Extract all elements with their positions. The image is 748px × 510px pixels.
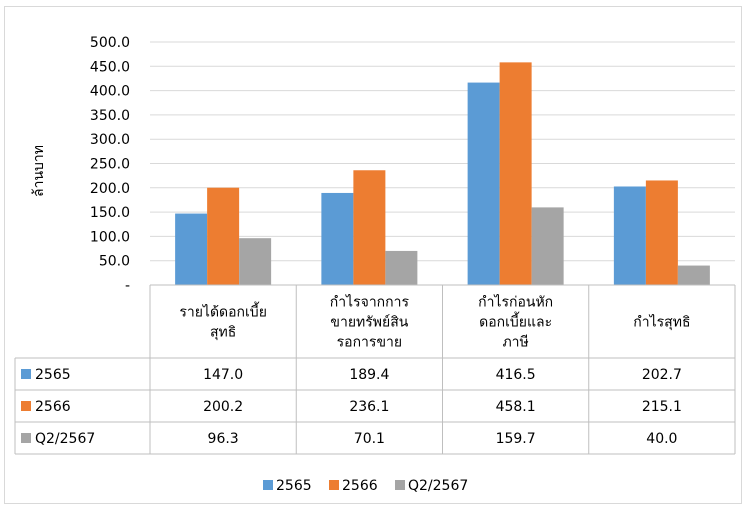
- table-series-name: Q2/2567: [35, 431, 95, 447]
- x-category-label: ภาษี: [502, 335, 528, 351]
- y-tick-label: 250.0: [90, 157, 130, 173]
- table-value: 96.3: [208, 431, 239, 447]
- table-value: 70.1: [354, 431, 385, 447]
- x-category-label: ขายทรัพย์สิน: [330, 314, 408, 331]
- y-tick-label: -: [125, 278, 130, 294]
- gridlines: [150, 41, 735, 262]
- y-tick-label: 350.0: [90, 108, 130, 124]
- table-value: 147.0: [203, 367, 243, 383]
- bars: [175, 62, 710, 286]
- legend: 2565 2566 Q2/2567: [263, 478, 468, 494]
- y-tick-label: 450.0: [90, 59, 130, 75]
- bar: [645, 180, 678, 285]
- table-value: 416.5: [496, 367, 536, 383]
- x-category-label: รายได้ดอกเบี้ย: [179, 302, 267, 321]
- y-tick-label: 200.0: [90, 181, 130, 197]
- bar: [207, 187, 240, 285]
- y-axis-label: ล้านบาท: [31, 145, 47, 197]
- legend-key: [263, 480, 273, 490]
- y-tick-label: 400.0: [90, 84, 130, 100]
- x-category-label: ดอกเบี้ยและ: [479, 312, 552, 331]
- x-category-label: กำไรสุทธิ: [633, 314, 690, 331]
- x-category-label: สุทธิ: [210, 325, 236, 341]
- table-value: 200.2: [203, 399, 243, 415]
- legend-label: Q2/2567: [408, 478, 468, 494]
- y-tick-label: 100.0: [90, 229, 130, 245]
- table-value: 215.1: [642, 399, 682, 415]
- x-category-label: กำไรก่อนหัก: [478, 294, 553, 311]
- table-legend-key: [21, 433, 31, 443]
- bar: [499, 62, 532, 285]
- table-series-name: 2565: [35, 367, 71, 383]
- bar: [677, 265, 710, 285]
- table-value: 458.1: [496, 399, 536, 415]
- bar: [239, 238, 272, 285]
- table-legend-key: [21, 401, 31, 411]
- y-tick-label: 500.0: [90, 35, 130, 51]
- x-category-label: รอการขาย: [337, 335, 402, 351]
- table-series-name: 2566: [35, 399, 71, 415]
- table-value: 236.1: [349, 399, 389, 415]
- table-value: 40.0: [646, 431, 677, 447]
- table-value: 189.4: [349, 367, 389, 383]
- legend-key: [329, 480, 339, 490]
- bar: [613, 186, 646, 285]
- bar: [175, 213, 208, 285]
- bar: [321, 192, 354, 285]
- data-table: รายได้ดอกเบี้ยสุทธิ กำไรจากการขายทรัพย์สิ…: [14, 284, 736, 455]
- y-tick-label: 50.0: [99, 254, 130, 270]
- bar: [467, 82, 500, 286]
- x-category-label: กำไรจากการ: [330, 294, 410, 311]
- table-value: 159.7: [496, 431, 536, 447]
- y-tick-label: 150.0: [90, 205, 130, 221]
- bar-chart: - 50.0 100.0 150.0 200.0 250.0 300.0 350.0 400.0…: [14, 35, 736, 494]
- legend-label: 2566: [342, 478, 378, 494]
- table-value: 202.7: [642, 367, 682, 383]
- bar: [531, 207, 564, 285]
- bar: [353, 170, 386, 285]
- y-tick-label: 300.0: [90, 132, 130, 148]
- legend-label: 2565: [276, 478, 312, 494]
- table-legend-key: [21, 369, 31, 379]
- legend-key: [395, 480, 405, 490]
- bar: [385, 250, 418, 285]
- y-axis-ticks: - 50.0 100.0 150.0 200.0 250.0 300.0 350.0 400.0…: [90, 35, 130, 294]
- chart-frame: - 50.0 100.0 150.0 200.0 250.0 300.0 350.0 400.0…: [4, 6, 742, 504]
